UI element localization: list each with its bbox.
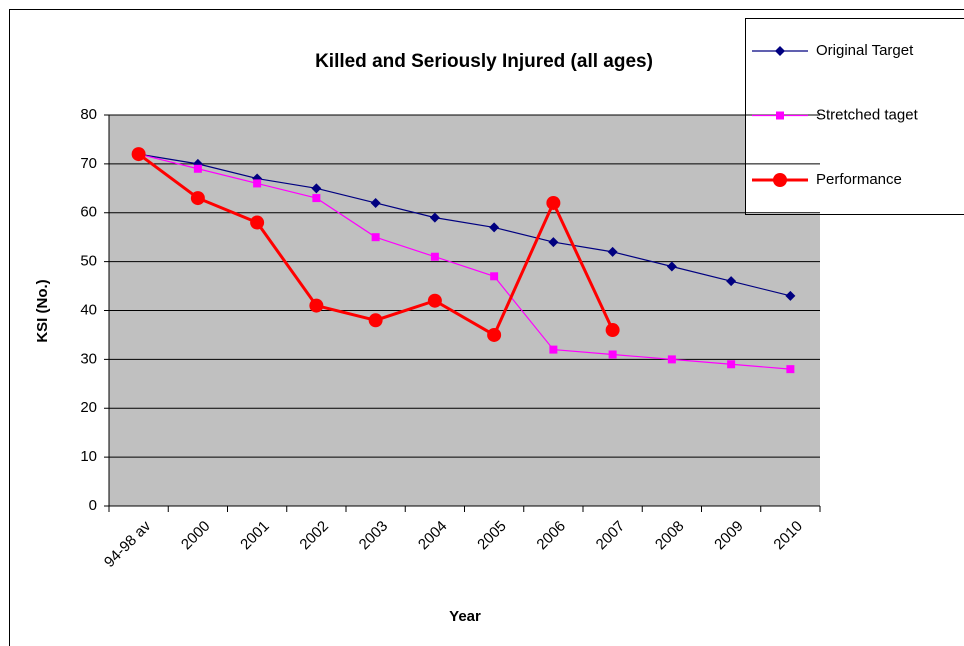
data-point (309, 298, 324, 313)
chart-title: Killed and Seriously Injured (all ages) (315, 51, 653, 72)
data-point (487, 327, 502, 342)
data-point (371, 233, 380, 242)
data-point (368, 313, 383, 328)
y-tick-label: 70 (80, 155, 97, 172)
x-axis-label: Year (449, 608, 481, 625)
data-point (608, 350, 617, 359)
legend-label: Stretched taget (816, 106, 919, 123)
data-point (429, 212, 440, 223)
y-axis-label: KSI (No.) (34, 279, 51, 342)
legend-marker (775, 46, 785, 56)
data-point (548, 237, 559, 248)
data-point (427, 293, 442, 308)
y-tick-label: 60 (80, 204, 97, 221)
data-point (250, 215, 265, 230)
data-point (430, 252, 439, 261)
data-point (253, 179, 262, 188)
data-point (490, 272, 499, 281)
data-point (370, 197, 381, 208)
y-tick-label: 20 (80, 399, 97, 416)
data-point (312, 194, 321, 203)
data-point (311, 183, 322, 194)
data-point (193, 164, 202, 173)
data-point (666, 261, 677, 272)
data-point (190, 191, 205, 206)
y-tick-label: 50 (80, 253, 97, 270)
data-point (546, 195, 561, 210)
data-point (785, 290, 796, 301)
y-tick-label: 10 (80, 448, 97, 465)
y-tick-label: 0 (89, 497, 97, 514)
data-point (607, 246, 618, 257)
legend-marker (773, 173, 787, 187)
data-point (786, 365, 795, 374)
data-point (131, 147, 146, 162)
legend-label: Performance (816, 171, 902, 188)
y-tick-label: 80 (80, 106, 97, 123)
y-tick-label: 30 (80, 350, 97, 367)
data-point (549, 345, 558, 354)
series-line (138, 153, 791, 297)
data-point (726, 276, 737, 287)
legend-label: Original Target (816, 42, 914, 59)
data-point (489, 222, 500, 233)
legend-marker (776, 111, 784, 120)
series-line (138, 153, 791, 370)
y-tick-label: 40 (80, 301, 97, 318)
data-point (667, 355, 676, 364)
data-point (605, 323, 620, 338)
data-point (727, 360, 736, 369)
